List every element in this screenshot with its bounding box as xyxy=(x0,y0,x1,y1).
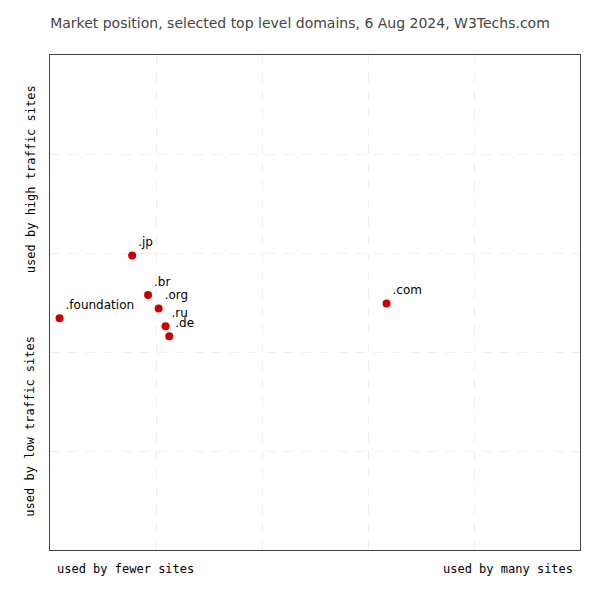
svg-text:.jp: .jp xyxy=(138,235,153,249)
svg-text:used by many sites: used by many sites xyxy=(443,562,573,576)
svg-text:used by high traffic sites: used by high traffic sites xyxy=(24,85,38,273)
svg-text:.com: .com xyxy=(393,283,422,297)
svg-text:.de: .de xyxy=(175,316,194,330)
svg-text:.ru: .ru xyxy=(172,306,188,320)
svg-text:used by low traffic sites: used by low traffic sites xyxy=(23,336,37,517)
svg-text:.org: .org xyxy=(165,288,189,302)
svg-text:Market position, selected top: Market position, selected top level doma… xyxy=(50,15,550,31)
svg-text:.foundation: .foundation xyxy=(66,298,135,312)
svg-text:.br: .br xyxy=(154,275,170,289)
svg-text:used by fewer sites: used by fewer sites xyxy=(57,562,194,576)
